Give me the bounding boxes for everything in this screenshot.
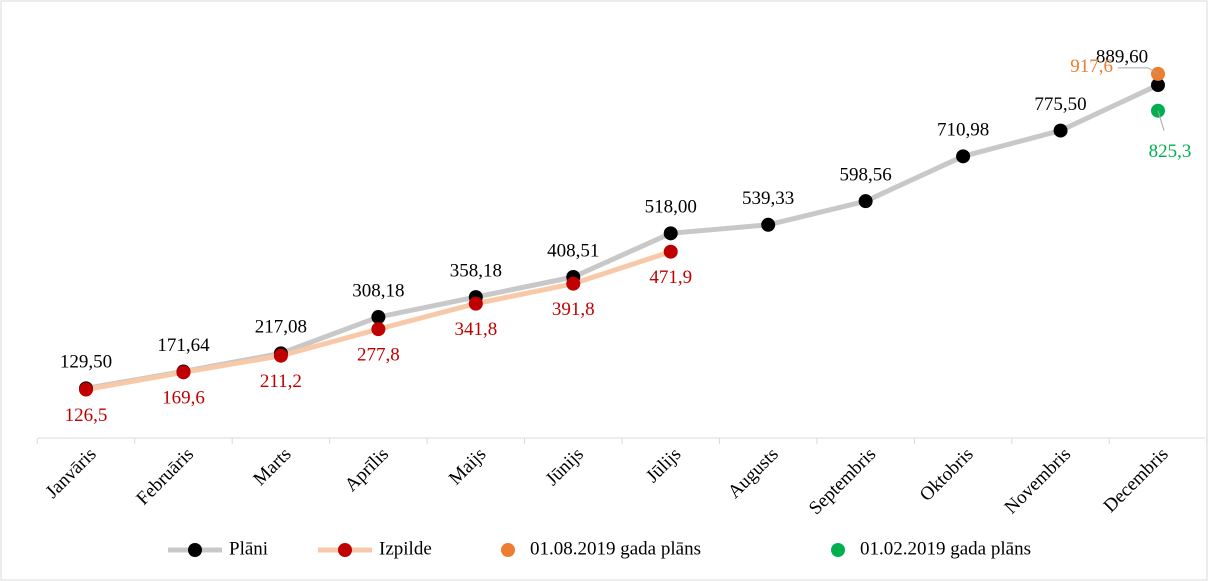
legend-label: 01.02.2019 gada plāns (860, 538, 1031, 559)
point (1151, 78, 1165, 93)
data-label: 129,50 (60, 352, 112, 373)
point (1053, 123, 1068, 138)
legend-marker (831, 543, 845, 557)
data-label: 391,8 (552, 299, 595, 320)
leader-line (1157, 110, 1165, 131)
leader-line (1118, 67, 1159, 75)
point (566, 276, 581, 291)
data-label: 775,50 (1034, 94, 1086, 115)
data-label: 471,9 (649, 267, 692, 288)
data-label: 308,18 (352, 280, 404, 301)
data-label: 598,56 (840, 165, 892, 186)
data-label: 889,60 (1096, 46, 1148, 67)
point (371, 322, 386, 337)
data-label: 358,18 (450, 260, 502, 281)
point (761, 217, 776, 232)
data-label: 211,2 (260, 371, 302, 392)
point (663, 244, 678, 259)
data-label: 341,8 (454, 319, 497, 340)
data-label: 825,3 (1149, 141, 1192, 162)
legend-label: Izpilde (379, 538, 432, 559)
data-label: 169,6 (162, 388, 205, 409)
point (956, 149, 971, 164)
data-label: 408,51 (547, 240, 599, 261)
point (858, 194, 873, 209)
point (176, 365, 191, 380)
legend-label: 01.08.2019 gada plāns (530, 538, 701, 559)
point (79, 382, 93, 397)
data-label: 217,08 (255, 317, 307, 338)
point (468, 296, 483, 311)
data-label: 126,5 (65, 405, 108, 426)
data-label: 917,6 (1070, 56, 1113, 77)
point (663, 226, 678, 241)
data-label: 539,33 (742, 188, 794, 209)
legend-marker (501, 543, 515, 557)
point (371, 310, 386, 325)
data-label: 518,00 (645, 197, 697, 218)
data-label: 171,64 (157, 335, 210, 356)
legend-label: Plāni (229, 538, 268, 559)
point (273, 348, 288, 363)
data-label: 710,98 (937, 120, 989, 141)
legend-marker (188, 543, 202, 557)
data-label: 277,8 (357, 345, 400, 366)
legend-marker (338, 543, 352, 557)
